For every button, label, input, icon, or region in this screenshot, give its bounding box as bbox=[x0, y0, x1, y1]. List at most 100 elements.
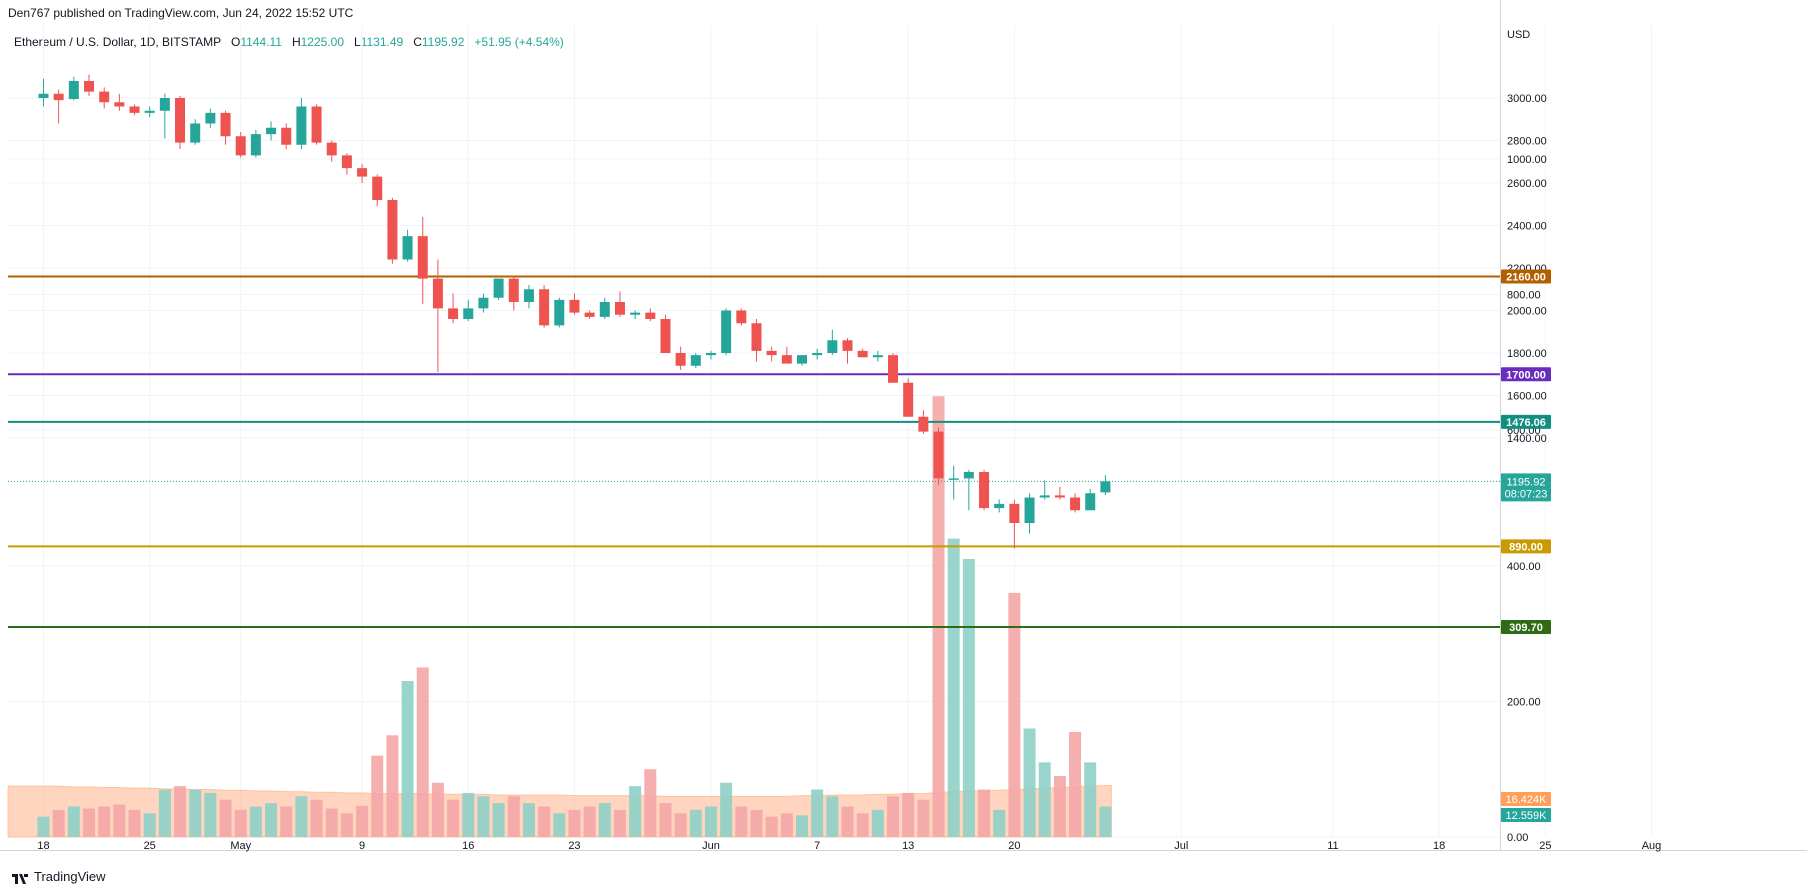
price-tick-label: 2400.00 bbox=[1507, 221, 1547, 233]
candle-body[interactable] bbox=[948, 478, 959, 480]
candle-body[interactable] bbox=[144, 110, 155, 113]
volume-bar bbox=[295, 796, 308, 837]
candle-body[interactable] bbox=[220, 112, 231, 137]
candle-body[interactable] bbox=[1054, 495, 1065, 498]
candle-body[interactable] bbox=[266, 127, 277, 135]
candle-body[interactable] bbox=[357, 168, 368, 177]
candle-body[interactable] bbox=[569, 299, 580, 313]
candle-body[interactable] bbox=[523, 289, 534, 302]
candle-body[interactable] bbox=[38, 93, 49, 98]
candle-body[interactable] bbox=[918, 416, 929, 432]
candle-body[interactable] bbox=[402, 236, 413, 260]
candle-body[interactable] bbox=[797, 355, 807, 364]
candle-body[interactable] bbox=[857, 350, 868, 358]
candle-body[interactable] bbox=[159, 98, 170, 111]
level-badge-2160.00[interactable] bbox=[1501, 269, 1551, 284]
candle-body[interactable] bbox=[660, 319, 671, 353]
candle-body[interactable] bbox=[933, 431, 944, 479]
level-badge-890.00[interactable] bbox=[1501, 539, 1551, 554]
candle-body[interactable] bbox=[1039, 495, 1050, 498]
candle-body[interactable] bbox=[827, 340, 838, 353]
symbol-name[interactable]: Ethereum / U.S. Dollar, 1D, BITSTAMP bbox=[14, 35, 221, 49]
candle-body[interactable] bbox=[766, 350, 777, 356]
candle-body[interactable] bbox=[478, 297, 489, 309]
candle-body[interactable] bbox=[114, 102, 125, 107]
candle-body[interactable] bbox=[281, 127, 292, 145]
candle-body[interactable] bbox=[705, 353, 716, 356]
candle-body[interactable] bbox=[1100, 481, 1111, 493]
candle-body[interactable] bbox=[690, 355, 701, 366]
volume-bar bbox=[310, 799, 323, 837]
candle-body[interactable] bbox=[99, 91, 110, 103]
candle-body[interactable] bbox=[190, 123, 201, 143]
volume-bar bbox=[826, 796, 839, 837]
candle-body[interactable] bbox=[963, 472, 974, 479]
candle-body[interactable] bbox=[645, 312, 656, 319]
candle-body[interactable] bbox=[1024, 497, 1035, 524]
level-badge-1476.06[interactable] bbox=[1501, 414, 1551, 429]
volume-bar bbox=[659, 803, 672, 837]
volume-bar bbox=[993, 809, 1006, 837]
candle-body[interactable] bbox=[888, 355, 899, 383]
candle-body[interactable] bbox=[736, 310, 747, 324]
candle-body[interactable] bbox=[979, 472, 990, 509]
candle-body[interactable] bbox=[387, 200, 398, 260]
candle-body[interactable] bbox=[493, 278, 504, 298]
volume-bar bbox=[841, 806, 854, 837]
level-badge-1700.00[interactable] bbox=[1501, 367, 1551, 382]
candle-body[interactable] bbox=[1085, 493, 1096, 511]
candle-body[interactable] bbox=[812, 353, 823, 356]
candle-body[interactable] bbox=[129, 106, 140, 113]
candle-body[interactable] bbox=[311, 106, 322, 143]
candle-body[interactable] bbox=[994, 503, 1005, 509]
volume-bar bbox=[1099, 806, 1112, 837]
candle-body[interactable] bbox=[296, 106, 307, 145]
candle-body[interactable] bbox=[175, 98, 186, 143]
candle-body[interactable] bbox=[721, 310, 732, 354]
candle-body[interactable] bbox=[842, 340, 853, 351]
volume-bar bbox=[37, 816, 50, 837]
candle-body[interactable] bbox=[205, 112, 216, 124]
candle-body[interactable] bbox=[1070, 497, 1081, 511]
candle-body[interactable] bbox=[675, 353, 686, 366]
candle-body[interactable] bbox=[508, 278, 519, 302]
candle-body[interactable] bbox=[751, 323, 762, 351]
volume-bar bbox=[689, 809, 702, 837]
candle-body[interactable] bbox=[341, 155, 352, 169]
candle-body[interactable] bbox=[599, 302, 610, 317]
volume-bar bbox=[1008, 592, 1021, 837]
currency-label: USD bbox=[1507, 29, 1530, 41]
candle-body[interactable] bbox=[235, 136, 246, 156]
candle-body[interactable] bbox=[432, 278, 443, 309]
volume-bar bbox=[416, 667, 429, 837]
candle-body[interactable] bbox=[781, 355, 792, 364]
candle-body[interactable] bbox=[539, 289, 550, 326]
candle-body[interactable] bbox=[84, 81, 95, 92]
candle-body[interactable] bbox=[372, 176, 383, 200]
level-badge-309.70[interactable] bbox=[1501, 619, 1551, 634]
volume-badge bbox=[1501, 792, 1551, 806]
candle-body[interactable] bbox=[903, 382, 914, 417]
candle-body[interactable] bbox=[1009, 503, 1020, 523]
candle-body[interactable] bbox=[554, 299, 565, 326]
candle-body[interactable] bbox=[53, 93, 64, 101]
candle-body[interactable] bbox=[872, 355, 883, 358]
volume-badge-text: 12.559K bbox=[1506, 810, 1548, 822]
price-tick-label: 0.00 bbox=[1507, 832, 1528, 844]
candle-body[interactable] bbox=[614, 302, 625, 315]
candle-body[interactable] bbox=[584, 312, 595, 317]
close-label: C bbox=[413, 35, 422, 49]
volume-bar bbox=[856, 813, 869, 837]
candle-body[interactable] bbox=[250, 134, 261, 156]
candle-body[interactable] bbox=[630, 312, 641, 315]
candle-body[interactable] bbox=[417, 236, 428, 279]
candle-body[interactable] bbox=[326, 142, 337, 156]
candle-body[interactable] bbox=[68, 81, 79, 100]
volume-bar bbox=[704, 806, 717, 837]
brand-text[interactable]: TradingView bbox=[34, 869, 106, 884]
candle-body[interactable] bbox=[463, 308, 474, 319]
volume-bar bbox=[204, 792, 217, 837]
tradingview-logo-icon bbox=[12, 872, 28, 884]
candle-body[interactable] bbox=[448, 308, 459, 319]
